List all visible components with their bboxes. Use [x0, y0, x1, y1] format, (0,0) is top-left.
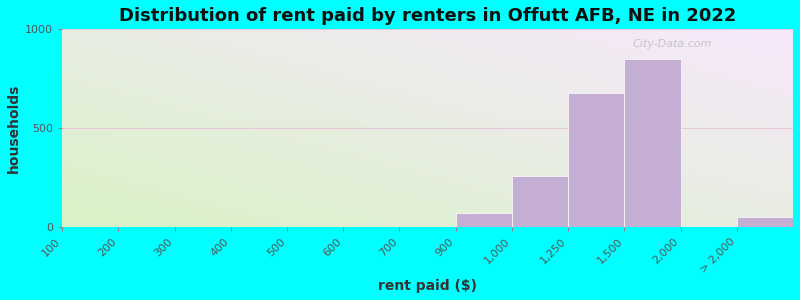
Title: Distribution of rent paid by renters in Offutt AFB, NE in 2022: Distribution of rent paid by renters in … — [119, 7, 736, 25]
Text: City-Data.com: City-Data.com — [632, 39, 712, 49]
Bar — [512, 176, 568, 227]
Bar — [568, 93, 624, 227]
Bar — [737, 217, 793, 227]
Bar — [456, 213, 512, 227]
Bar — [624, 59, 681, 227]
Y-axis label: households: households — [7, 84, 21, 173]
X-axis label: rent paid ($): rent paid ($) — [378, 279, 477, 293]
